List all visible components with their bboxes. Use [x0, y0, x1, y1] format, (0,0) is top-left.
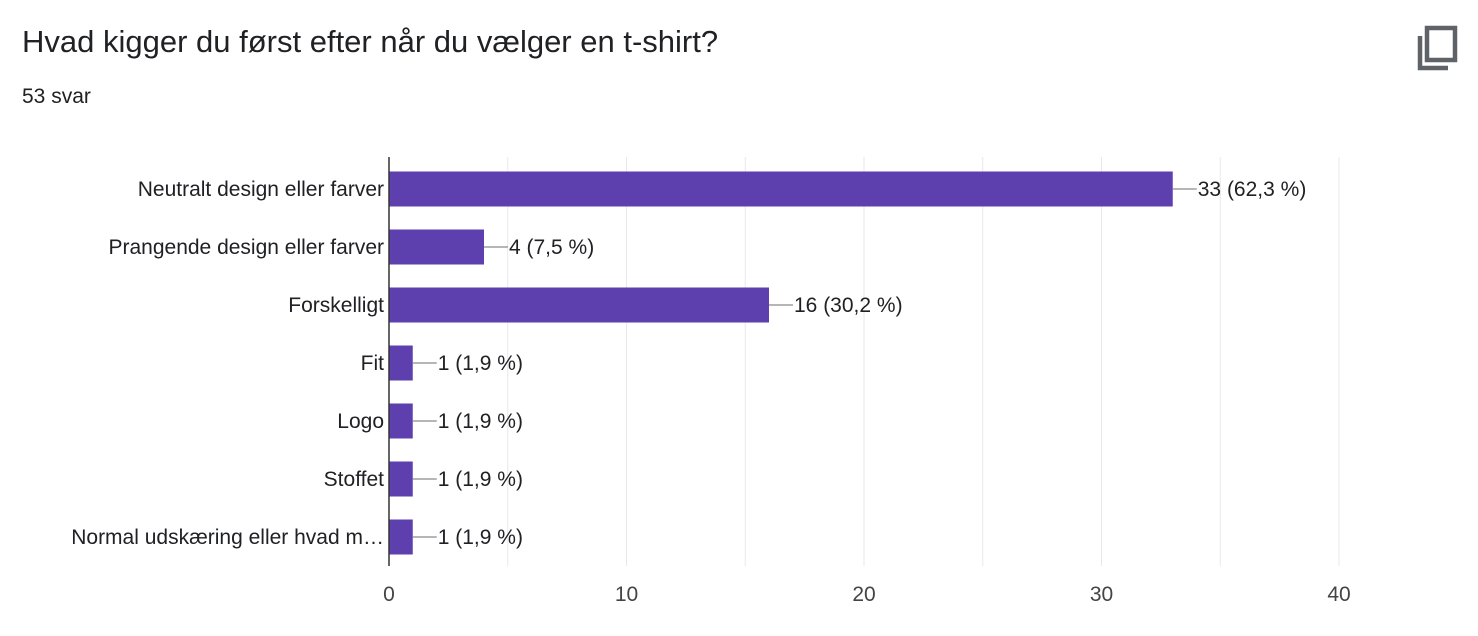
data-label-4: 1 (1,9 %) [438, 410, 523, 433]
response-count: 53 svar [22, 85, 91, 108]
grid-lines [507, 157, 1340, 566]
data-label-1: 4 (7,5 %) [509, 236, 594, 259]
category-label-1: Prangende design eller farver [108, 236, 384, 259]
bar-6[interactable] [389, 519, 413, 555]
copy-chart-button[interactable] [1410, 22, 1462, 74]
data-label-5: 1 (1,9 %) [438, 468, 523, 491]
copy-icon [1417, 25, 1458, 71]
category-label-0: Neutralt design eller farver [138, 178, 384, 201]
x-tick-label-30: 30 [1090, 583, 1113, 606]
x-tick-label-0: 0 [383, 583, 395, 606]
bar-3[interactable] [389, 345, 413, 381]
category-label-4: Logo [337, 410, 384, 433]
bar-4[interactable] [389, 403, 413, 439]
category-label-6: Normal udskæring eller hvad m… [71, 526, 384, 549]
x-tick-label-40: 40 [1327, 583, 1350, 606]
bar-2[interactable] [389, 287, 769, 323]
bar-5[interactable] [389, 461, 413, 497]
data-label-2: 16 (30,2 %) [794, 294, 903, 317]
x-tick-label-10: 10 [615, 583, 638, 606]
labels: Neutralt design eller farver 33 (62,3 %) P… [71, 178, 1306, 549]
data-label-3: 1 (1,9 %) [438, 352, 523, 375]
bar-0[interactable] [389, 171, 1173, 207]
data-label-6: 1 (1,9 %) [438, 526, 523, 549]
category-label-2: Forskelligt [288, 294, 384, 317]
data-label-0: 33 (62,3 %) [1198, 178, 1307, 201]
bar-1[interactable] [389, 229, 484, 265]
x-axis-ticks: 0 10 20 30 40 [383, 583, 1351, 606]
category-label-3: Fit [361, 352, 384, 375]
bars [389, 171, 1197, 555]
x-tick-label-20: 20 [852, 583, 875, 606]
category-label-5: Stoffet [324, 468, 384, 491]
question-title: Hvad kigger du først efter når du vælger… [22, 24, 719, 59]
